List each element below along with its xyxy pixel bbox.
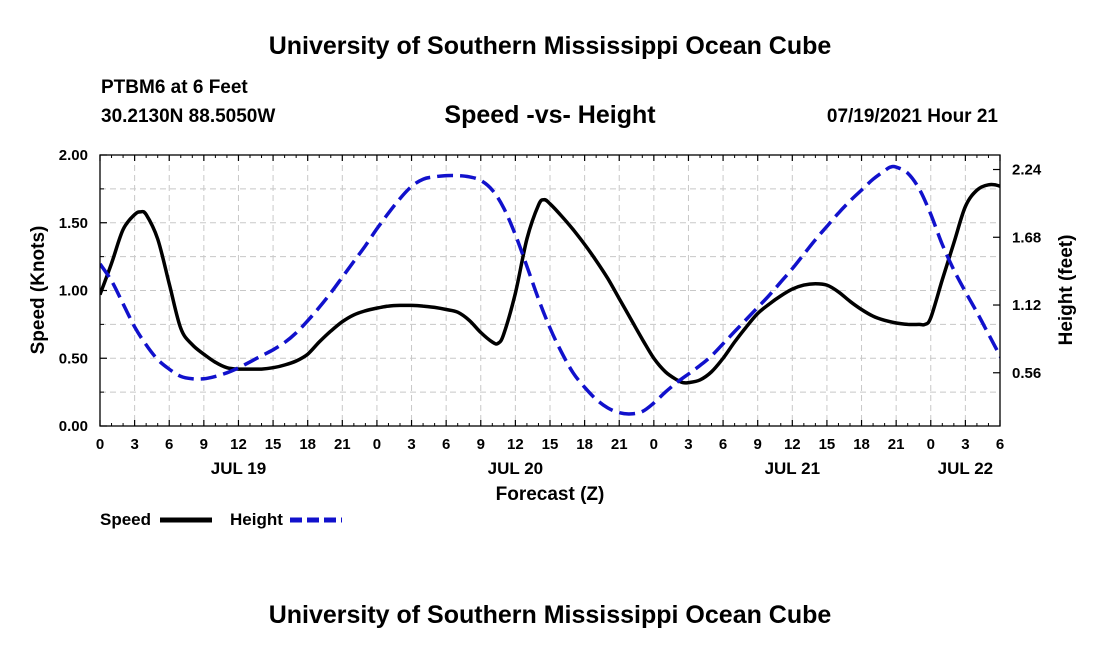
x-tick-label: 18 bbox=[853, 436, 870, 453]
x-tick-label: 21 bbox=[888, 436, 905, 453]
axes-group: 0 3 6 9 12 15 18 21 0 3 6 9 12 15 18 21 0 3 6 9 12 15 18 21 0 3 6J… bbox=[59, 147, 1042, 478]
chart-title: Speed -vs- Height bbox=[444, 101, 656, 129]
x-tick-label: 6 bbox=[165, 436, 173, 453]
x-tick-label: 12 bbox=[507, 436, 524, 453]
y-tick-label: 0.50 bbox=[59, 350, 88, 367]
coordinates-label: 30.2130N 88.5050W bbox=[101, 106, 276, 127]
day-label: JUL 22 bbox=[938, 459, 993, 478]
forecast-timestamp: 07/19/2021 Hour 21 bbox=[826, 106, 998, 127]
x-tick-label: 18 bbox=[299, 436, 316, 453]
legend-speed-label: Speed bbox=[100, 510, 151, 529]
x-tick-label: 21 bbox=[611, 436, 628, 453]
legend: Speed Height bbox=[100, 510, 342, 529]
x-tick-label: 0 bbox=[373, 436, 381, 453]
series-group bbox=[100, 164, 1000, 416]
x-tick-label: 6 bbox=[996, 436, 1004, 453]
x-tick-label: 15 bbox=[819, 436, 836, 453]
station-label: PTBM6 at 6 Feet bbox=[101, 77, 248, 98]
y2-tick-label: 1.12 bbox=[1012, 297, 1041, 314]
x-tick-label: 0 bbox=[96, 436, 104, 453]
y2-tick-label: 2.24 bbox=[1012, 162, 1042, 179]
y-axis-label: Speed (Knots) bbox=[28, 226, 49, 355]
page-title-bottom: University of Southern Mississippi Ocean… bbox=[268, 601, 832, 629]
y-tick-label: 0.00 bbox=[59, 418, 88, 435]
x-tick-label: 12 bbox=[784, 436, 801, 453]
y-tick-label: 2.00 bbox=[59, 147, 88, 164]
y2-axis-label: Height (feet) bbox=[1056, 235, 1077, 346]
day-label: JUL 20 bbox=[488, 459, 543, 478]
x-tick-label: 9 bbox=[200, 436, 208, 453]
grid-lines bbox=[100, 155, 1000, 426]
x-tick-label: 12 bbox=[230, 436, 247, 453]
x-tick-label: 0 bbox=[927, 436, 935, 453]
day-label: JUL 21 bbox=[765, 459, 820, 478]
series-speed-line bbox=[100, 182, 1000, 385]
x-tick-label: 6 bbox=[442, 436, 450, 453]
page-title-top: University of Southern Mississippi Ocean… bbox=[268, 32, 832, 60]
x-tick-label: 21 bbox=[334, 436, 351, 453]
y-tick-label: 1.50 bbox=[59, 215, 88, 232]
x-tick-label: 6 bbox=[719, 436, 727, 453]
x-tick-label: 3 bbox=[684, 436, 692, 453]
x-tick-label: 0 bbox=[650, 436, 658, 453]
x-tick-label: 9 bbox=[754, 436, 762, 453]
y-tick-label: 1.00 bbox=[59, 283, 88, 300]
x-tick-label: 18 bbox=[576, 436, 593, 453]
x-tick-label: 3 bbox=[130, 436, 138, 453]
series-height-line bbox=[100, 164, 1000, 416]
x-tick-label: 15 bbox=[542, 436, 559, 453]
x-axis-label: Forecast (Z) bbox=[496, 484, 605, 505]
legend-height-label: Height bbox=[230, 510, 283, 529]
y2-tick-label: 0.56 bbox=[1012, 365, 1041, 382]
day-label: JUL 19 bbox=[211, 459, 266, 478]
y2-tick-label: 1.68 bbox=[1012, 229, 1041, 246]
x-tick-label: 3 bbox=[407, 436, 415, 453]
x-tick-label: 15 bbox=[265, 436, 282, 453]
x-tick-label: 9 bbox=[477, 436, 485, 453]
x-tick-label: 3 bbox=[961, 436, 969, 453]
